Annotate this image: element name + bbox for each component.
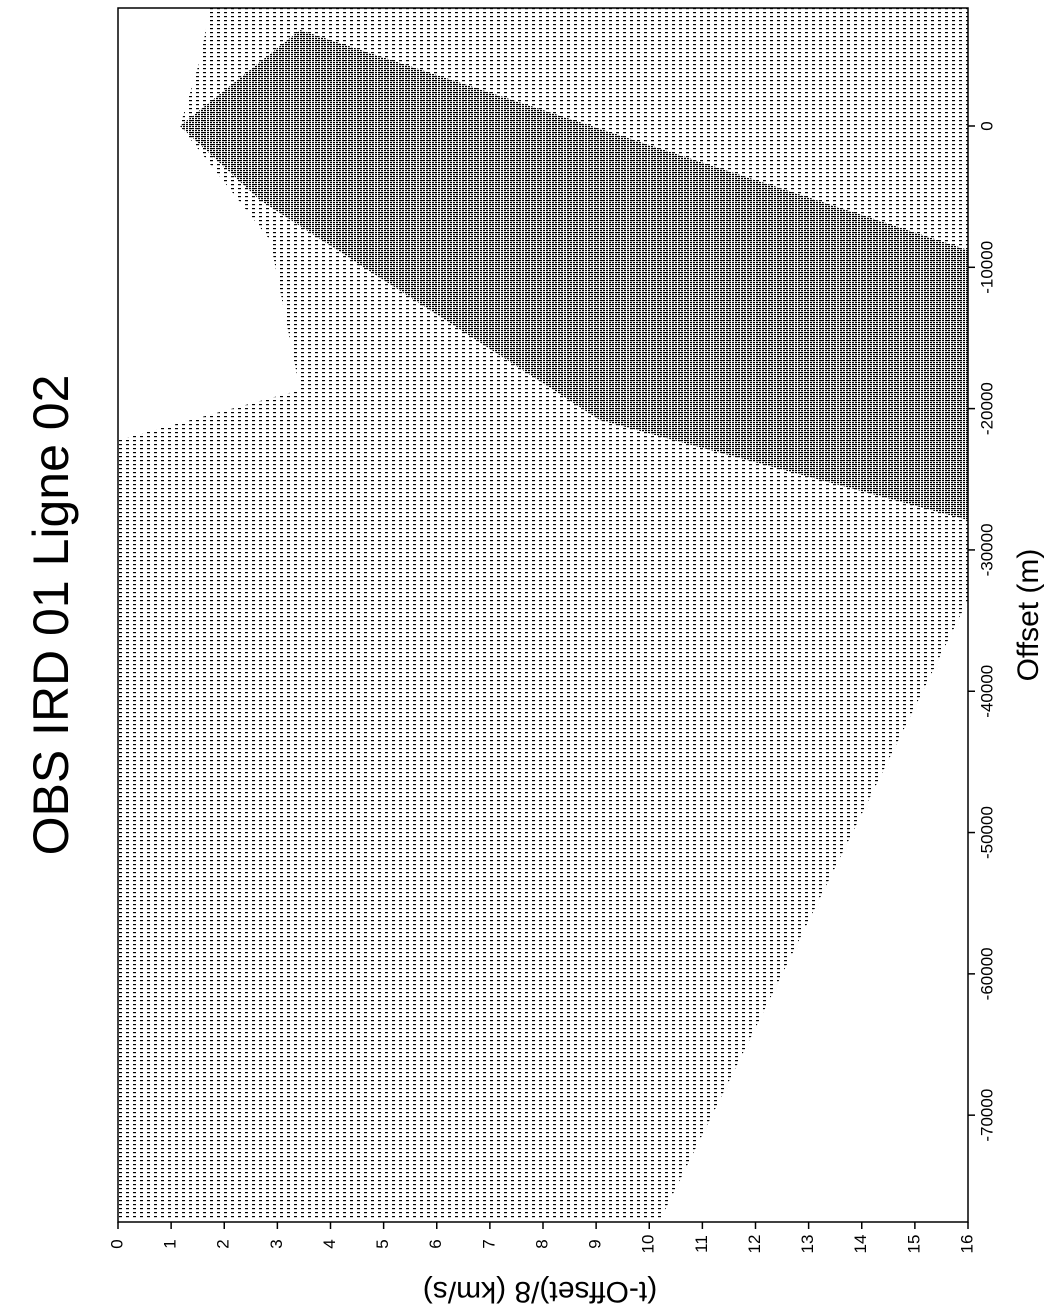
x-axis-title: Offset (m) — [1012, 549, 1045, 682]
y-axis-title: (t-Offset)/8 (km/s) — [423, 1275, 657, 1308]
x-tick-label: -50000 — [977, 806, 996, 859]
arrival-band — [180, 30, 968, 520]
x-tick-label: -60000 — [977, 947, 996, 1000]
section-texture — [118, 8, 968, 1220]
y-tick-label: 16 — [957, 1235, 976, 1254]
y-tick-label: 9 — [586, 1239, 605, 1248]
y-tick-label: 8 — [532, 1239, 551, 1248]
y-tick-label: 11 — [692, 1235, 711, 1253]
y-tick-label: 3 — [267, 1239, 286, 1248]
x-tick-label: -40000 — [977, 665, 996, 718]
y-tick-label: 1 — [161, 1239, 180, 1248]
y-tick-label: 0 — [107, 1239, 126, 1248]
y-tick-label: 13 — [798, 1235, 817, 1254]
x-tick-label: -10000 — [977, 241, 996, 294]
x-tick-label: -20000 — [977, 382, 996, 435]
y-tick-label: 15 — [904, 1235, 923, 1254]
y-tick-label: 14 — [851, 1235, 870, 1254]
y-tick-label: 4 — [320, 1239, 339, 1248]
y-tick-label: 6 — [426, 1239, 445, 1248]
y-tick-label: 10 — [639, 1235, 658, 1254]
y-tick-label: 7 — [479, 1239, 498, 1248]
chart-title: OBS IRD 01 Ligne 02 — [23, 375, 79, 856]
x-tick-label: -70000 — [977, 1089, 996, 1142]
x-tick-label: 0 — [977, 121, 996, 130]
y-tick-label: 5 — [373, 1239, 392, 1248]
y-tick-label: 2 — [214, 1239, 233, 1248]
y-tick-label: 12 — [745, 1235, 764, 1254]
x-tick-label: -30000 — [977, 523, 996, 576]
